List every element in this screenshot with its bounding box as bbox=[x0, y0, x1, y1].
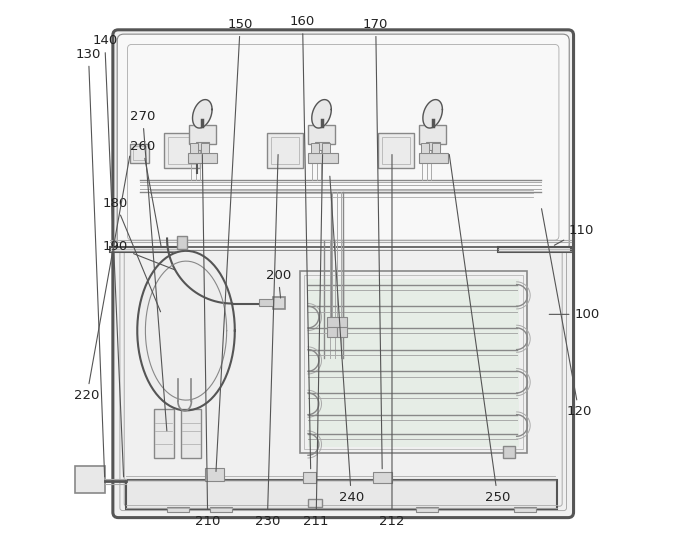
Bar bbox=[180, 409, 201, 458]
Bar bbox=[308, 279, 520, 447]
Text: 240: 240 bbox=[330, 176, 364, 504]
Bar bbox=[337, 327, 347, 337]
Bar bbox=[308, 499, 321, 507]
Text: 220: 220 bbox=[74, 156, 129, 402]
Text: 120: 120 bbox=[541, 209, 592, 418]
Bar bbox=[189, 125, 216, 144]
Polygon shape bbox=[423, 100, 443, 128]
Text: 160: 160 bbox=[290, 15, 315, 469]
Polygon shape bbox=[312, 100, 331, 128]
Bar bbox=[311, 143, 319, 153]
Bar bbox=[188, 153, 217, 163]
Bar bbox=[382, 137, 410, 164]
Bar bbox=[503, 446, 515, 458]
Bar bbox=[153, 409, 174, 458]
Bar bbox=[426, 142, 440, 150]
Bar bbox=[268, 133, 302, 168]
Bar bbox=[167, 507, 189, 512]
Bar bbox=[514, 507, 536, 512]
Bar bbox=[273, 297, 285, 309]
Text: 200: 200 bbox=[266, 269, 291, 298]
Bar bbox=[205, 468, 224, 481]
FancyBboxPatch shape bbox=[117, 34, 569, 250]
Bar bbox=[308, 153, 338, 163]
Text: 180: 180 bbox=[103, 197, 161, 312]
Polygon shape bbox=[138, 251, 235, 410]
Bar bbox=[127, 480, 557, 509]
Text: 211: 211 bbox=[303, 154, 329, 528]
Text: 150: 150 bbox=[216, 18, 253, 472]
Bar bbox=[164, 133, 200, 168]
Bar bbox=[315, 142, 328, 150]
Text: 190: 190 bbox=[103, 240, 175, 270]
Bar bbox=[308, 125, 335, 144]
Text: 130: 130 bbox=[76, 48, 105, 477]
Bar bbox=[133, 146, 146, 160]
Bar bbox=[191, 143, 198, 153]
Bar bbox=[432, 143, 440, 153]
Bar bbox=[201, 143, 209, 153]
Bar bbox=[195, 142, 209, 150]
Bar bbox=[168, 137, 195, 164]
Bar bbox=[177, 236, 187, 249]
Bar bbox=[321, 143, 330, 153]
Bar bbox=[210, 507, 232, 512]
Bar bbox=[300, 271, 528, 453]
Bar bbox=[328, 317, 347, 328]
FancyBboxPatch shape bbox=[113, 30, 573, 518]
Bar bbox=[130, 144, 149, 163]
Text: 250: 250 bbox=[449, 154, 510, 504]
Bar bbox=[416, 507, 438, 512]
Bar bbox=[304, 275, 523, 449]
Text: 110: 110 bbox=[554, 224, 595, 246]
Bar bbox=[422, 143, 430, 153]
Bar bbox=[328, 327, 337, 337]
Bar bbox=[259, 299, 273, 306]
Polygon shape bbox=[110, 247, 183, 252]
Text: 140: 140 bbox=[92, 34, 123, 477]
Text: 170: 170 bbox=[363, 18, 388, 469]
Text: 270: 270 bbox=[130, 110, 167, 431]
Bar bbox=[379, 133, 413, 168]
Bar bbox=[75, 466, 105, 493]
Text: 212: 212 bbox=[379, 154, 405, 528]
Bar bbox=[373, 472, 392, 483]
Polygon shape bbox=[498, 247, 571, 252]
Text: 100: 100 bbox=[550, 308, 600, 321]
Text: 230: 230 bbox=[255, 154, 280, 528]
Bar bbox=[302, 472, 316, 483]
Text: 260: 260 bbox=[130, 140, 161, 247]
Polygon shape bbox=[193, 100, 212, 128]
Text: 210: 210 bbox=[195, 154, 221, 528]
Bar bbox=[419, 153, 448, 163]
Bar bbox=[419, 125, 446, 144]
Bar bbox=[271, 137, 299, 164]
